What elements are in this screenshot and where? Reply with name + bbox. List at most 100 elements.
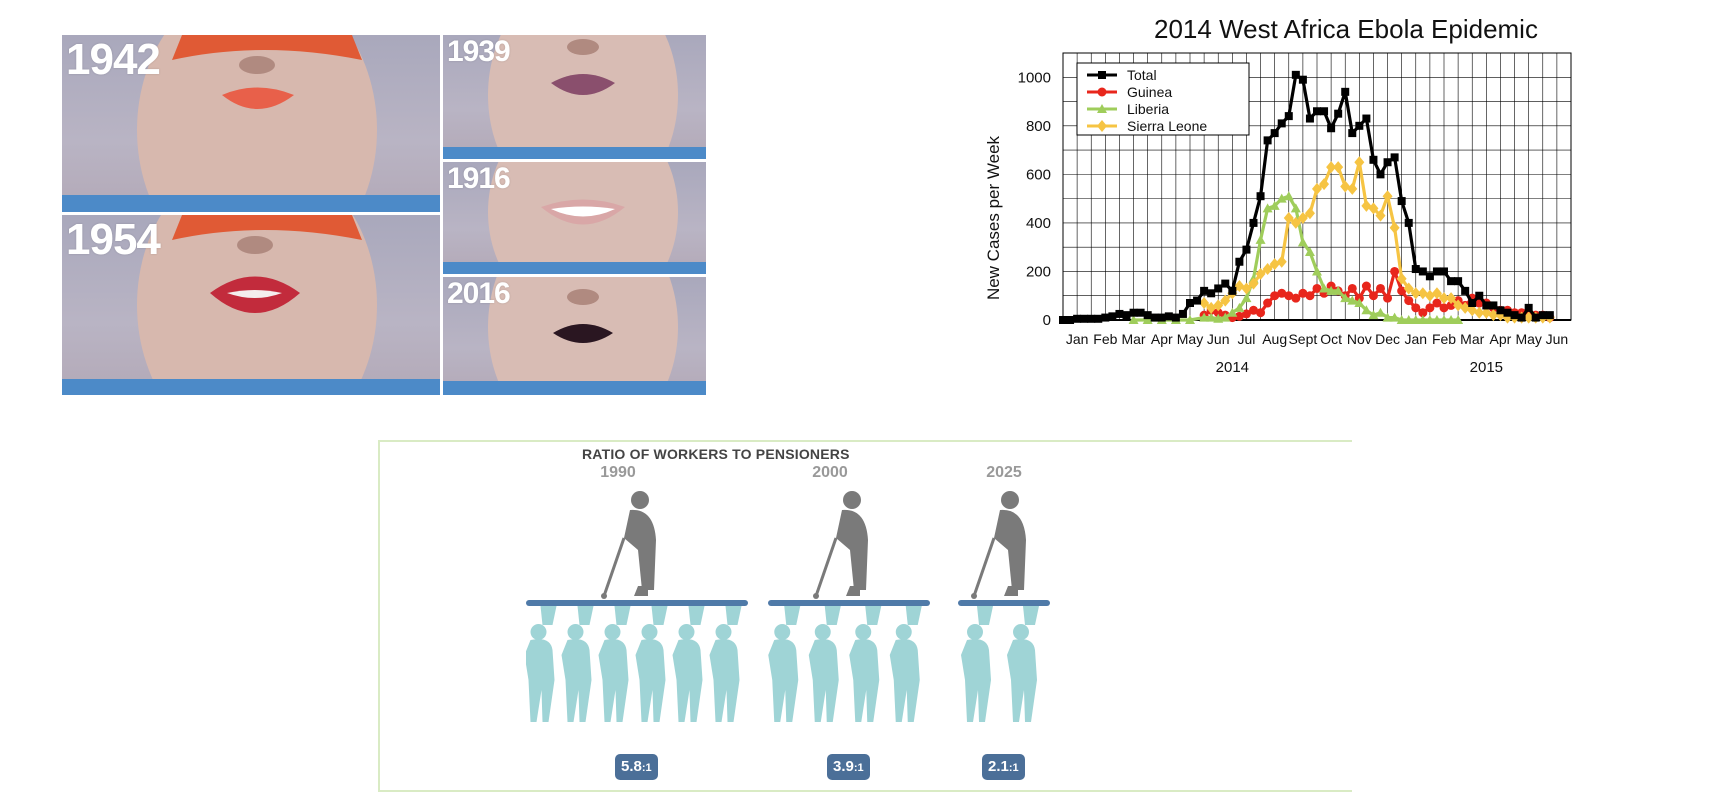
ratio-value: 2.1 xyxy=(988,758,1009,775)
data-point xyxy=(1206,301,1217,314)
data-point xyxy=(1248,277,1259,290)
data-point xyxy=(1361,281,1371,291)
data-point xyxy=(1142,315,1153,324)
ratio-badge: 3.9:1 xyxy=(827,754,870,780)
pension-infographic: RATIO OF WORKERS TO PENSIONERS 1990 5.8:1… xyxy=(378,440,1354,792)
year-label: 1954 xyxy=(66,215,161,264)
data-point xyxy=(1368,291,1378,301)
ebola-chart-canvas: 2014 West Africa Ebola Epidemic New Case… xyxy=(984,14,1572,376)
data-point xyxy=(1284,291,1294,301)
data-point xyxy=(1489,301,1498,310)
platform xyxy=(958,600,1050,606)
data-point xyxy=(1270,291,1280,301)
data-point xyxy=(1446,315,1457,324)
data-point xyxy=(1460,301,1471,314)
x-tick-label: Mar xyxy=(1460,331,1484,347)
data-point xyxy=(1305,291,1315,301)
data-point xyxy=(1066,316,1075,324)
data-point xyxy=(1256,308,1266,318)
data-point xyxy=(1304,207,1315,220)
data-point xyxy=(1326,285,1337,295)
data-point xyxy=(1255,267,1266,280)
x-tick-label: Aug xyxy=(1262,331,1287,347)
face-illustration xyxy=(443,35,706,159)
data-point xyxy=(1178,309,1187,318)
data-point xyxy=(1234,302,1245,312)
data-point xyxy=(1122,311,1131,320)
data-point xyxy=(1277,288,1287,298)
platform xyxy=(768,600,930,606)
data-point xyxy=(1221,279,1230,288)
x-tick-label: May xyxy=(1177,331,1203,347)
data-point xyxy=(1510,311,1519,320)
data-point xyxy=(1333,285,1344,295)
data-point xyxy=(1404,296,1414,306)
data-point xyxy=(1305,114,1314,123)
data-point xyxy=(1283,212,1294,225)
data-point xyxy=(1361,199,1372,212)
data-point xyxy=(1403,282,1414,295)
data-point xyxy=(1327,124,1336,133)
data-point xyxy=(1333,161,1344,174)
face-illustration xyxy=(62,215,440,395)
ratio-suffix: :1 xyxy=(1008,762,1019,774)
data-point xyxy=(1334,109,1343,118)
data-point xyxy=(1101,313,1110,322)
data-point xyxy=(1241,293,1252,303)
data-point xyxy=(1298,288,1308,298)
data-point xyxy=(1098,71,1106,79)
legend-label: Sierra Leone xyxy=(1127,118,1207,134)
data-point xyxy=(1383,293,1393,303)
photo-panel-1954: 1954 xyxy=(62,215,440,395)
ratio-value: 5.8 xyxy=(621,758,642,775)
y-tick-label: 1000 xyxy=(1018,69,1051,86)
x-tick-label: Jul xyxy=(1237,331,1255,347)
data-point xyxy=(1439,315,1449,324)
data-point xyxy=(1403,315,1414,324)
platform xyxy=(526,600,748,606)
year-label: 2016 xyxy=(447,277,511,310)
data-point xyxy=(1304,247,1315,257)
x-tick-label: Feb xyxy=(1093,331,1117,347)
data-point xyxy=(1347,295,1358,305)
worker-icon xyxy=(672,606,705,722)
data-point xyxy=(1354,156,1365,169)
data-point xyxy=(1129,308,1138,317)
photo-panel-2016: 2016 xyxy=(443,277,706,395)
legend-label: Liberia xyxy=(1127,101,1169,117)
data-point xyxy=(1199,297,1210,310)
x-tick-label: Feb xyxy=(1432,331,1456,347)
data-point xyxy=(1213,299,1224,312)
data-point xyxy=(1108,312,1117,321)
data-point xyxy=(1446,300,1456,310)
data-point xyxy=(1277,119,1286,128)
data-point xyxy=(1425,303,1435,313)
data-point xyxy=(1290,203,1301,213)
data-point xyxy=(1320,107,1329,116)
data-point xyxy=(1376,283,1385,293)
face-illustration xyxy=(443,277,706,395)
data-point xyxy=(1383,158,1392,167)
data-point xyxy=(1234,280,1245,293)
pensioner-icon xyxy=(813,491,868,599)
y-axis-label: New Cases per Week xyxy=(984,135,1003,300)
ratio-value: 3.9 xyxy=(833,758,854,775)
workers-pensioner-figure xyxy=(768,491,930,722)
data-point xyxy=(1087,314,1096,323)
data-point xyxy=(1424,289,1435,302)
workers-pensioner-figure xyxy=(526,491,748,722)
data-point xyxy=(1417,287,1428,300)
x-tick-label: May xyxy=(1515,331,1541,347)
data-point xyxy=(1390,266,1400,276)
data-point xyxy=(1425,272,1434,281)
data-point xyxy=(1073,314,1082,323)
data-point xyxy=(1538,311,1547,320)
data-point xyxy=(1376,170,1385,179)
data-point xyxy=(1290,216,1301,229)
data-point xyxy=(1341,87,1350,96)
data-point xyxy=(1214,284,1223,293)
data-point xyxy=(1298,75,1307,84)
data-point xyxy=(1199,312,1210,322)
data-point xyxy=(1313,107,1321,116)
